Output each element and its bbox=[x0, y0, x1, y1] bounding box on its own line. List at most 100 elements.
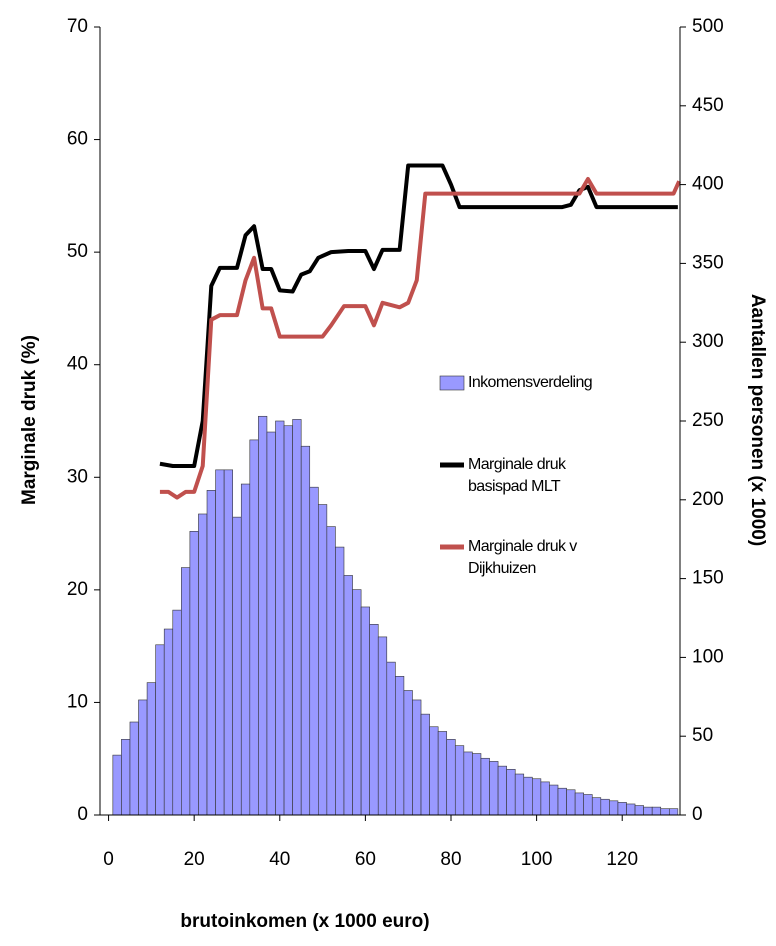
histogram-bar bbox=[189, 531, 199, 816]
histogram-bar bbox=[514, 773, 525, 816]
histogram-bar bbox=[275, 420, 285, 816]
histogram-bar bbox=[223, 469, 233, 816]
histogram-bar bbox=[395, 676, 405, 816]
histogram-bar bbox=[266, 431, 276, 816]
histogram-bar bbox=[326, 526, 336, 816]
histogram-bar bbox=[403, 690, 413, 816]
x-tick-label: 100 bbox=[521, 849, 553, 870]
histogram-bar bbox=[566, 789, 576, 816]
y2-tick-label: 400 bbox=[692, 174, 724, 195]
x-tick-label: 20 bbox=[184, 849, 205, 870]
histogram-bar bbox=[412, 699, 422, 816]
legend-line: Inkomensverdeling bbox=[468, 374, 592, 391]
histogram-bar bbox=[138, 699, 148, 816]
histogram-bar bbox=[112, 754, 122, 816]
histogram-bar bbox=[574, 792, 584, 816]
y-tick-label: 40 bbox=[67, 354, 88, 375]
line bbox=[159, 163, 678, 469]
histogram-bar bbox=[557, 787, 567, 816]
histogram-bar bbox=[437, 731, 448, 816]
histogram-bar bbox=[360, 606, 370, 816]
histogram-bar bbox=[181, 567, 191, 816]
histogram-bar bbox=[660, 808, 670, 816]
y2-axis-label: Aantallen personen (x 1000) bbox=[747, 294, 768, 546]
histogram-bar bbox=[283, 425, 293, 816]
y-tick-label: 0 bbox=[77, 804, 88, 825]
y-tick-label: 50 bbox=[67, 241, 88, 262]
y2-tick-label: 450 bbox=[692, 95, 724, 116]
x-tick-label: 80 bbox=[440, 849, 461, 870]
x-tick-label: 0 bbox=[103, 849, 114, 870]
y2-tick-label: 350 bbox=[692, 252, 724, 273]
histogram-bar bbox=[369, 624, 379, 816]
histogram-bar bbox=[523, 776, 533, 816]
histogram-bar bbox=[386, 661, 396, 816]
legend-swatch bbox=[439, 375, 465, 391]
line bbox=[159, 176, 681, 500]
histogram-bar bbox=[626, 803, 636, 816]
x-axis-label: brutoinkomen (x 1000 euro) bbox=[180, 911, 429, 932]
y-tick-label: 20 bbox=[67, 579, 88, 600]
histogram-bar bbox=[600, 798, 610, 816]
histogram-bar bbox=[617, 802, 627, 816]
y-tick-label: 70 bbox=[67, 16, 88, 37]
histogram-bar bbox=[472, 753, 482, 816]
histogram-bar bbox=[429, 726, 439, 816]
histogram-bar bbox=[232, 516, 242, 816]
histogram-bar bbox=[549, 784, 559, 816]
y2-tick-label: 100 bbox=[692, 646, 724, 667]
histogram-bar bbox=[335, 546, 345, 816]
y2-tick-label: 300 bbox=[692, 331, 724, 352]
histogram-bar bbox=[249, 439, 259, 816]
y-axis-label: Marginale druk (%) bbox=[19, 335, 40, 505]
histogram-bar bbox=[163, 628, 174, 816]
histogram-bar bbox=[172, 609, 182, 816]
legend-line: Dijkhuizen bbox=[468, 560, 536, 577]
histogram-bar bbox=[497, 765, 507, 816]
histogram-bar bbox=[609, 800, 619, 816]
histogram-bar bbox=[591, 797, 602, 816]
legend-line: Marginale druk v bbox=[468, 538, 577, 555]
legend-line: basispad MLT bbox=[468, 478, 561, 495]
histogram-bar bbox=[155, 644, 165, 816]
x-tick-label: 120 bbox=[606, 849, 638, 870]
histogram-bar bbox=[463, 751, 473, 816]
histogram-bar bbox=[146, 682, 156, 816]
y2-tick-label: 150 bbox=[692, 568, 724, 589]
x-tick-label: 40 bbox=[269, 849, 290, 870]
histogram-bar bbox=[240, 483, 251, 816]
histogram-bar bbox=[643, 806, 653, 816]
histogram-bar bbox=[480, 757, 490, 816]
legend-line: Marginale druk bbox=[468, 456, 567, 473]
y-tick-label: 10 bbox=[67, 691, 88, 712]
histogram-bar bbox=[583, 794, 593, 816]
legend-label: Inkomensverdeling bbox=[468, 374, 592, 391]
histogram-bar bbox=[300, 445, 311, 816]
histogram-bar bbox=[198, 513, 208, 816]
histogram-bar bbox=[489, 761, 499, 816]
histogram-bar bbox=[651, 806, 662, 816]
y2-tick-label: 500 bbox=[692, 16, 724, 37]
histogram-bar bbox=[343, 575, 353, 816]
histogram-bar bbox=[420, 713, 430, 816]
histogram-bar bbox=[318, 504, 328, 816]
y2-tick-label: 200 bbox=[692, 489, 724, 510]
histogram-bar bbox=[309, 486, 319, 816]
y-tick-label: 60 bbox=[67, 129, 88, 150]
histogram-bar bbox=[454, 745, 465, 816]
histogram-bar bbox=[206, 490, 216, 816]
histogram-bar bbox=[129, 721, 139, 816]
x-tick-label: 60 bbox=[355, 849, 376, 870]
y2-tick-label: 50 bbox=[692, 725, 713, 746]
histogram-bar bbox=[352, 589, 362, 816]
histogram-bar bbox=[377, 636, 388, 816]
legend-label: Marginale druk basispad MLT bbox=[468, 456, 567, 495]
histogram-bar bbox=[292, 419, 302, 816]
histogram-bar bbox=[532, 778, 542, 816]
histogram-bar bbox=[446, 739, 456, 816]
histogram-bar bbox=[506, 768, 516, 816]
y2-tick-label: 250 bbox=[692, 410, 724, 431]
histogram-bar bbox=[121, 739, 131, 816]
histogram-bar bbox=[258, 415, 268, 816]
